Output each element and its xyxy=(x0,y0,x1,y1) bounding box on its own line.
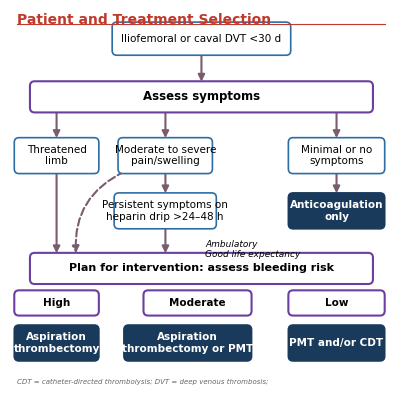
FancyBboxPatch shape xyxy=(14,325,99,361)
Text: Aspiration
thrombectomy: Aspiration thrombectomy xyxy=(13,332,100,354)
FancyBboxPatch shape xyxy=(288,290,385,316)
Text: Moderate to severe
pain/swelling: Moderate to severe pain/swelling xyxy=(114,145,216,166)
FancyBboxPatch shape xyxy=(30,81,373,112)
Text: Anticoagulation
only: Anticoagulation only xyxy=(290,200,383,222)
Text: Iliofemoral or caval DVT <30 d: Iliofemoral or caval DVT <30 d xyxy=(121,34,282,44)
Text: Minimal or no
symptoms: Minimal or no symptoms xyxy=(301,145,372,166)
FancyBboxPatch shape xyxy=(114,193,216,229)
FancyBboxPatch shape xyxy=(288,193,385,229)
Text: Threatened
limb: Threatened limb xyxy=(27,145,86,166)
FancyBboxPatch shape xyxy=(124,325,252,361)
FancyBboxPatch shape xyxy=(30,253,373,284)
FancyBboxPatch shape xyxy=(288,138,385,174)
Text: Plan for intervention: assess bleeding risk: Plan for intervention: assess bleeding r… xyxy=(69,264,334,274)
Text: CDT = catheter-directed thrombolysis; DVT = deep venous thrombosis;: CDT = catheter-directed thrombolysis; DV… xyxy=(18,379,269,385)
FancyBboxPatch shape xyxy=(144,290,252,316)
Text: Assess symptoms: Assess symptoms xyxy=(143,90,260,103)
Text: High: High xyxy=(43,298,70,308)
Text: Patient and Treatment Selection: Patient and Treatment Selection xyxy=(18,13,272,27)
Text: Ambulatory
Good life expectancy: Ambulatory Good life expectancy xyxy=(205,240,301,259)
Text: PMT and/or CDT: PMT and/or CDT xyxy=(290,338,384,348)
FancyBboxPatch shape xyxy=(288,325,385,361)
FancyBboxPatch shape xyxy=(112,22,291,55)
Text: Low: Low xyxy=(325,298,348,308)
Text: Aspiration
thrombectomy or PMT: Aspiration thrombectomy or PMT xyxy=(122,332,253,354)
FancyBboxPatch shape xyxy=(14,138,99,174)
Text: Persistent symptoms on
heparin drip >24–48 h: Persistent symptoms on heparin drip >24–… xyxy=(102,200,228,222)
FancyBboxPatch shape xyxy=(14,290,99,316)
FancyBboxPatch shape xyxy=(118,138,212,174)
Text: Moderate: Moderate xyxy=(169,298,226,308)
